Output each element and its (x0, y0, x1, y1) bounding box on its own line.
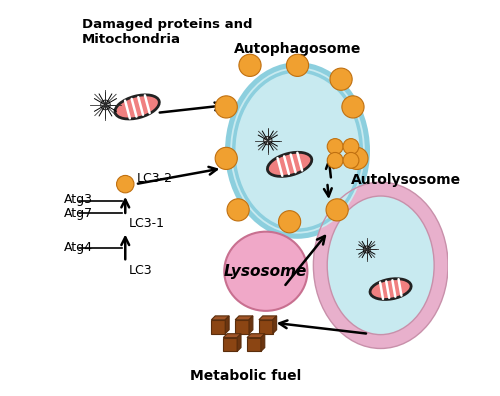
Text: Autophagosome: Autophagosome (234, 42, 361, 56)
Polygon shape (212, 320, 225, 333)
Polygon shape (261, 334, 265, 352)
Circle shape (116, 175, 134, 193)
Circle shape (327, 139, 343, 154)
Polygon shape (235, 320, 249, 333)
Circle shape (215, 96, 238, 118)
Ellipse shape (268, 152, 312, 176)
Ellipse shape (115, 95, 160, 119)
Circle shape (327, 152, 343, 168)
Polygon shape (212, 316, 229, 320)
Circle shape (343, 152, 359, 168)
Circle shape (227, 199, 249, 221)
Polygon shape (259, 316, 276, 320)
Text: LC3-1: LC3-1 (129, 217, 165, 230)
Circle shape (286, 54, 308, 76)
Ellipse shape (327, 196, 434, 335)
Ellipse shape (230, 67, 365, 234)
Polygon shape (224, 334, 241, 337)
Text: Damaged proteins and
Mitochondria: Damaged proteins and Mitochondria (82, 18, 252, 46)
Text: Atg3: Atg3 (64, 194, 93, 206)
Polygon shape (249, 316, 253, 333)
Ellipse shape (370, 279, 411, 299)
Polygon shape (225, 316, 229, 333)
Circle shape (330, 68, 352, 90)
Polygon shape (247, 337, 261, 352)
Ellipse shape (225, 62, 370, 239)
Circle shape (326, 199, 348, 221)
Text: Atg7: Atg7 (64, 207, 93, 219)
Polygon shape (235, 316, 253, 320)
Circle shape (343, 139, 359, 154)
Circle shape (100, 100, 110, 110)
Circle shape (215, 147, 238, 169)
Circle shape (346, 147, 368, 169)
Polygon shape (259, 320, 273, 333)
Text: Autolysosome: Autolysosome (352, 173, 462, 187)
Polygon shape (237, 334, 241, 352)
Text: Lysosome: Lysosome (224, 264, 308, 279)
Polygon shape (247, 334, 265, 337)
Ellipse shape (224, 232, 308, 311)
Text: Metabolic fuel: Metabolic fuel (190, 369, 302, 383)
Polygon shape (273, 316, 276, 333)
Polygon shape (224, 337, 237, 352)
Ellipse shape (314, 182, 448, 348)
Circle shape (239, 54, 261, 76)
Text: Atg4: Atg4 (64, 241, 93, 254)
Text: LC3-2: LC3-2 (137, 173, 173, 185)
Circle shape (264, 136, 272, 145)
Circle shape (278, 211, 300, 233)
Text: LC3: LC3 (129, 264, 153, 276)
Circle shape (364, 246, 370, 253)
Circle shape (342, 96, 364, 118)
